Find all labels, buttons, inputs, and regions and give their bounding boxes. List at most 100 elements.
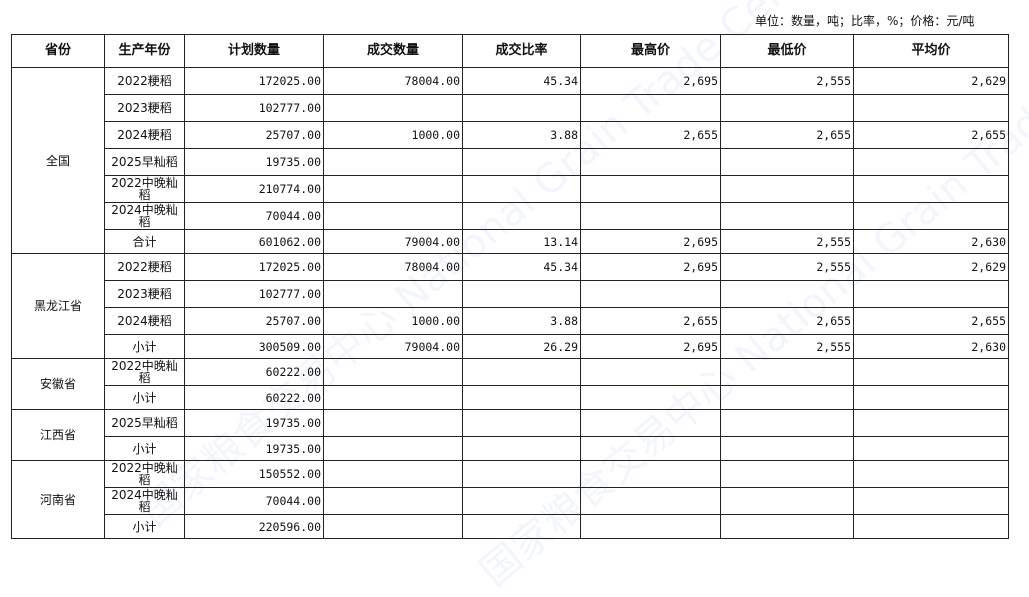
value-cell: 2,695 bbox=[580, 229, 721, 254]
value-cell: 1000.00 bbox=[323, 307, 463, 335]
value-cell bbox=[462, 358, 581, 386]
column-header: 计划数量 bbox=[184, 34, 324, 68]
year-cell: 2022中晚籼稻 bbox=[104, 358, 185, 386]
value-cell bbox=[580, 385, 721, 410]
year-cell: 2023粳稻 bbox=[104, 94, 185, 122]
value-cell: 2,655 bbox=[720, 307, 854, 335]
value-cell: 26.29 bbox=[462, 334, 581, 359]
table-row: 全国 2022粳稻 172025.00 78004.00 45.34 2,695 2,555… bbox=[11, 67, 1009, 254]
year-cell: 2025早籼稻 bbox=[104, 409, 185, 437]
value-cell bbox=[853, 409, 1009, 437]
value-cell: 2,629 bbox=[853, 253, 1009, 281]
value-cell bbox=[853, 436, 1009, 461]
value-cell bbox=[720, 460, 854, 488]
value-cell bbox=[323, 385, 463, 410]
value-cell: 2,695 bbox=[580, 334, 721, 359]
table-row: 2025早籼稻 19735.00 bbox=[12, 148, 1009, 176]
value-cell: 79004.00 bbox=[323, 334, 463, 359]
value-cell bbox=[580, 487, 721, 515]
value-cell bbox=[853, 94, 1009, 122]
table-row: 2022中晚籼稻 210774.00 bbox=[12, 175, 1009, 203]
value-cell: 79004.00 bbox=[323, 229, 463, 254]
value-cell bbox=[580, 148, 721, 176]
table-row: 2024粳稻 25707.00 1000.00 3.88 2,655 2,655 2,655 bbox=[12, 307, 1009, 335]
value-cell: 78004.00 bbox=[323, 253, 463, 281]
table-row: 2024粳稻 25707.00 1000.00 3.88 2,655 2,655 2,655 bbox=[12, 121, 1009, 149]
year-cell: 2024粳稻 bbox=[104, 121, 185, 149]
year-cell: 合计 bbox=[104, 229, 185, 254]
value-cell: 102777.00 bbox=[184, 280, 324, 308]
year-cell: 小计 bbox=[104, 436, 185, 461]
year-cell: 小计 bbox=[104, 334, 185, 359]
value-cell bbox=[323, 202, 463, 230]
unit-note: 单位：数量，吨；比率，%；价格：元/吨 bbox=[755, 14, 975, 28]
year-cell: 2022中晚籼稻 bbox=[104, 460, 185, 488]
value-cell: 150552.00 bbox=[184, 460, 324, 488]
value-cell: 2,655 bbox=[853, 307, 1009, 335]
value-cell bbox=[323, 514, 463, 539]
value-cell bbox=[580, 202, 721, 230]
value-cell bbox=[462, 280, 581, 308]
header-row: 省份 生产年份 计划数量 成交数量 成交比率 最高价 最低价 平均价 bbox=[11, 34, 1009, 68]
value-cell bbox=[580, 460, 721, 488]
value-cell: 19735.00 bbox=[184, 148, 324, 176]
value-cell bbox=[580, 436, 721, 461]
value-cell: 601062.00 bbox=[184, 229, 324, 254]
value-cell bbox=[323, 436, 463, 461]
value-cell: 172025.00 bbox=[184, 253, 324, 281]
trade-result-table: 省份 生产年份 计划数量 成交数量 成交比率 最高价 最低价 平均价 全国 2022粳稻 1720… bbox=[11, 34, 1009, 539]
table-row: 小计 60222.00 bbox=[12, 385, 1009, 410]
year-cell: 小计 bbox=[104, 385, 185, 410]
value-cell: 210774.00 bbox=[184, 175, 324, 203]
year-cell: 2023粳稻 bbox=[104, 280, 185, 308]
value-cell: 2,630 bbox=[853, 229, 1009, 254]
value-cell: 2,655 bbox=[580, 307, 721, 335]
value-cell: 1000.00 bbox=[323, 121, 463, 149]
value-cell bbox=[720, 175, 854, 203]
value-cell bbox=[580, 280, 721, 308]
value-cell bbox=[853, 148, 1009, 176]
value-cell bbox=[323, 175, 463, 203]
value-cell: 70044.00 bbox=[184, 487, 324, 515]
value-cell bbox=[580, 94, 721, 122]
value-cell bbox=[720, 409, 854, 437]
table-row: 2024中晚籼稻 70044.00 bbox=[12, 202, 1009, 230]
value-cell: 70044.00 bbox=[184, 202, 324, 230]
column-header: 最高价 bbox=[580, 34, 721, 68]
value-cell bbox=[853, 385, 1009, 410]
value-cell bbox=[720, 487, 854, 515]
value-cell bbox=[580, 175, 721, 203]
value-cell: 3.88 bbox=[462, 121, 581, 149]
value-cell bbox=[853, 514, 1009, 539]
value-cell bbox=[462, 385, 581, 410]
value-cell: 2,555 bbox=[720, 253, 854, 281]
year-cell: 小计 bbox=[104, 514, 185, 539]
province-cell: 安徽省 bbox=[11, 358, 105, 410]
column-header: 生产年份 bbox=[104, 34, 185, 68]
year-cell: 2024中晚籼稻 bbox=[104, 202, 185, 230]
value-cell bbox=[580, 358, 721, 386]
table-row: 小计 220596.00 bbox=[12, 514, 1009, 539]
year-cell: 2022粳稻 bbox=[104, 67, 185, 95]
value-cell: 2,655 bbox=[720, 121, 854, 149]
value-cell: 102777.00 bbox=[184, 94, 324, 122]
value-cell: 19735.00 bbox=[184, 409, 324, 437]
year-cell: 2025早籼稻 bbox=[104, 148, 185, 176]
value-cell: 60222.00 bbox=[184, 358, 324, 386]
value-cell bbox=[323, 148, 463, 176]
value-cell bbox=[853, 175, 1009, 203]
value-cell bbox=[720, 202, 854, 230]
column-header: 平均价 bbox=[853, 34, 1009, 68]
value-cell bbox=[720, 358, 854, 386]
value-cell bbox=[323, 460, 463, 488]
province-cell: 江西省 bbox=[11, 409, 105, 461]
value-cell bbox=[462, 436, 581, 461]
table-row: 2024中晚籼稻 70044.00 bbox=[12, 487, 1009, 515]
value-cell bbox=[720, 148, 854, 176]
value-cell: 2,555 bbox=[720, 67, 854, 95]
value-cell: 78004.00 bbox=[323, 67, 463, 95]
value-cell bbox=[853, 358, 1009, 386]
value-cell bbox=[462, 487, 581, 515]
value-cell bbox=[323, 280, 463, 308]
value-cell: 2,695 bbox=[580, 253, 721, 281]
